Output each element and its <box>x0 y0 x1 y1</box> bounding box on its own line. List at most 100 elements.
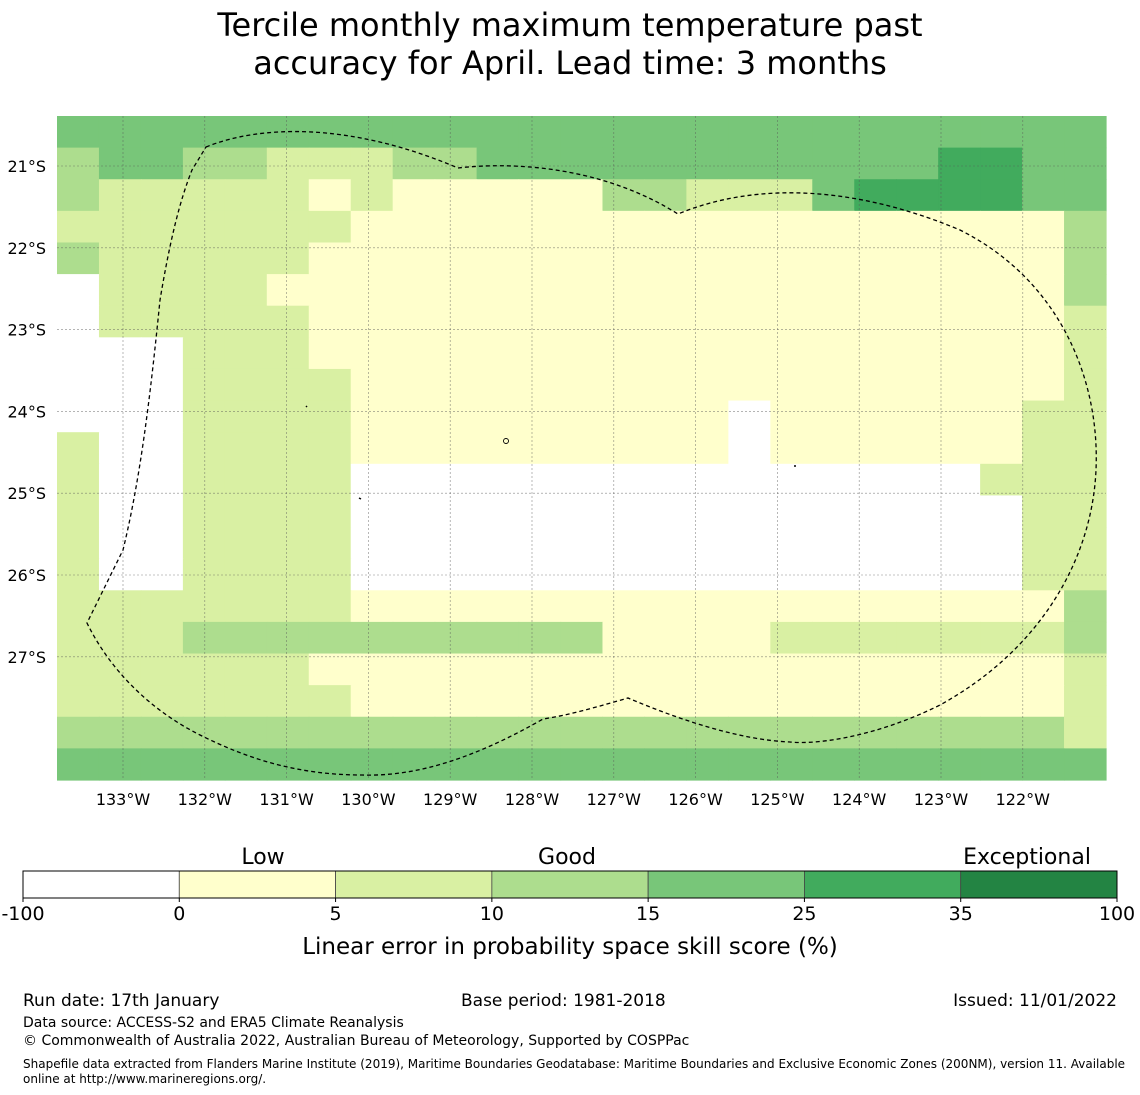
grid-cell <box>980 147 1023 180</box>
grid-cell <box>140 590 184 623</box>
grid-cell <box>980 274 1023 307</box>
grid-cell <box>182 116 226 149</box>
grid-cell <box>938 274 981 307</box>
grid-cell <box>392 685 436 718</box>
grid-cell <box>392 590 436 623</box>
grid-cell <box>560 242 604 275</box>
grid-cell <box>854 147 897 180</box>
grid-cell <box>266 147 310 180</box>
grid-cell <box>350 716 394 749</box>
grid-cell <box>434 116 478 149</box>
grid-cell <box>938 716 981 749</box>
grid-cell <box>392 179 436 212</box>
grid-cell <box>728 653 771 686</box>
grid-cell <box>350 590 394 623</box>
grid-cell <box>434 653 478 686</box>
grid-cell <box>980 716 1023 749</box>
copyright: © Commonwealth of Australia 2022, Austra… <box>23 1033 690 1049</box>
grid-cell <box>350 116 394 149</box>
grid-cell <box>686 621 729 655</box>
grid-cell <box>57 432 100 465</box>
grid-cell <box>812 305 855 338</box>
grid-cell <box>392 242 436 275</box>
island <box>358 497 362 500</box>
grid-cell <box>602 685 646 718</box>
grid-cell <box>602 716 646 749</box>
grid-cell <box>518 463 562 497</box>
grid-cell <box>896 590 939 623</box>
grid-cell <box>980 748 1023 781</box>
grid-cell <box>266 716 310 749</box>
grid-cell <box>980 495 1023 528</box>
grid-cell <box>1022 463 1065 497</box>
colorbar-axis-label: Linear error in probability space skill … <box>302 934 838 960</box>
grid-cell <box>350 147 394 180</box>
grid-cell <box>98 210 142 244</box>
grid-cell <box>896 274 939 307</box>
grid-cell <box>1064 716 1107 749</box>
grid-cell <box>518 621 562 655</box>
grid-cell <box>57 527 100 560</box>
grid-cell <box>1022 400 1065 433</box>
grid-cell <box>140 147 184 180</box>
grid-cell <box>57 748 100 781</box>
grid-cell <box>812 463 855 497</box>
grid-cell <box>308 368 352 402</box>
grid-cell <box>896 305 939 338</box>
grid-cell <box>1022 653 1065 686</box>
grid-cell <box>140 368 184 402</box>
grid-cell <box>602 210 646 244</box>
grid-cell <box>98 685 142 718</box>
longitude-tick-label: 128°W <box>505 790 560 809</box>
grid-cell <box>57 179 100 212</box>
grid-cell <box>644 527 687 560</box>
grid-cell <box>57 495 100 528</box>
grid-cell <box>350 337 394 370</box>
grid-cell <box>1064 368 1107 402</box>
grid-cell <box>434 400 478 433</box>
grid-cell <box>182 527 226 560</box>
latitude-tick-label: 25°S <box>7 484 46 503</box>
grid-cell <box>308 305 352 338</box>
grid-cell <box>896 716 939 749</box>
grid-cell <box>224 495 268 528</box>
grid-cell <box>392 337 436 370</box>
grid-cell <box>434 685 478 718</box>
grid-cell <box>434 716 478 749</box>
grid-cell <box>560 210 604 244</box>
grid-cell <box>518 305 562 338</box>
grid-cell <box>140 621 184 655</box>
grid-cell <box>266 621 310 655</box>
grid-cell <box>854 116 897 149</box>
grid-cell <box>644 716 687 749</box>
grid-cell <box>476 337 520 370</box>
grid-cell <box>1022 210 1065 244</box>
grid-cell <box>602 305 646 338</box>
grid-cell <box>476 179 520 212</box>
grid-cell <box>896 116 939 149</box>
grid-cell <box>560 400 604 433</box>
grid-cell <box>266 368 310 402</box>
grid-cell <box>896 463 939 497</box>
grid-cell <box>560 590 604 623</box>
grid-cell <box>770 337 813 370</box>
grid-cell <box>182 590 226 623</box>
grid-cell <box>1064 527 1107 560</box>
grid-cell <box>938 337 981 370</box>
grid-cell <box>854 621 897 655</box>
colorbar-bin <box>647 870 805 899</box>
grid-cell <box>224 368 268 402</box>
grid-cell <box>644 210 687 244</box>
grid-cell <box>812 368 855 402</box>
colorbar-tick-label: 100 <box>1099 903 1135 925</box>
grid-cell <box>938 653 981 686</box>
island <box>503 438 509 444</box>
longitude-tick-label: 125°W <box>750 790 805 809</box>
grid-cell <box>392 432 436 465</box>
longitude-tick-label: 131°W <box>259 790 314 809</box>
grid-cell <box>182 748 226 781</box>
grid-cell <box>854 463 897 497</box>
grid-cell <box>308 621 352 655</box>
grid-cell <box>602 495 646 528</box>
grid-cell <box>392 748 436 781</box>
